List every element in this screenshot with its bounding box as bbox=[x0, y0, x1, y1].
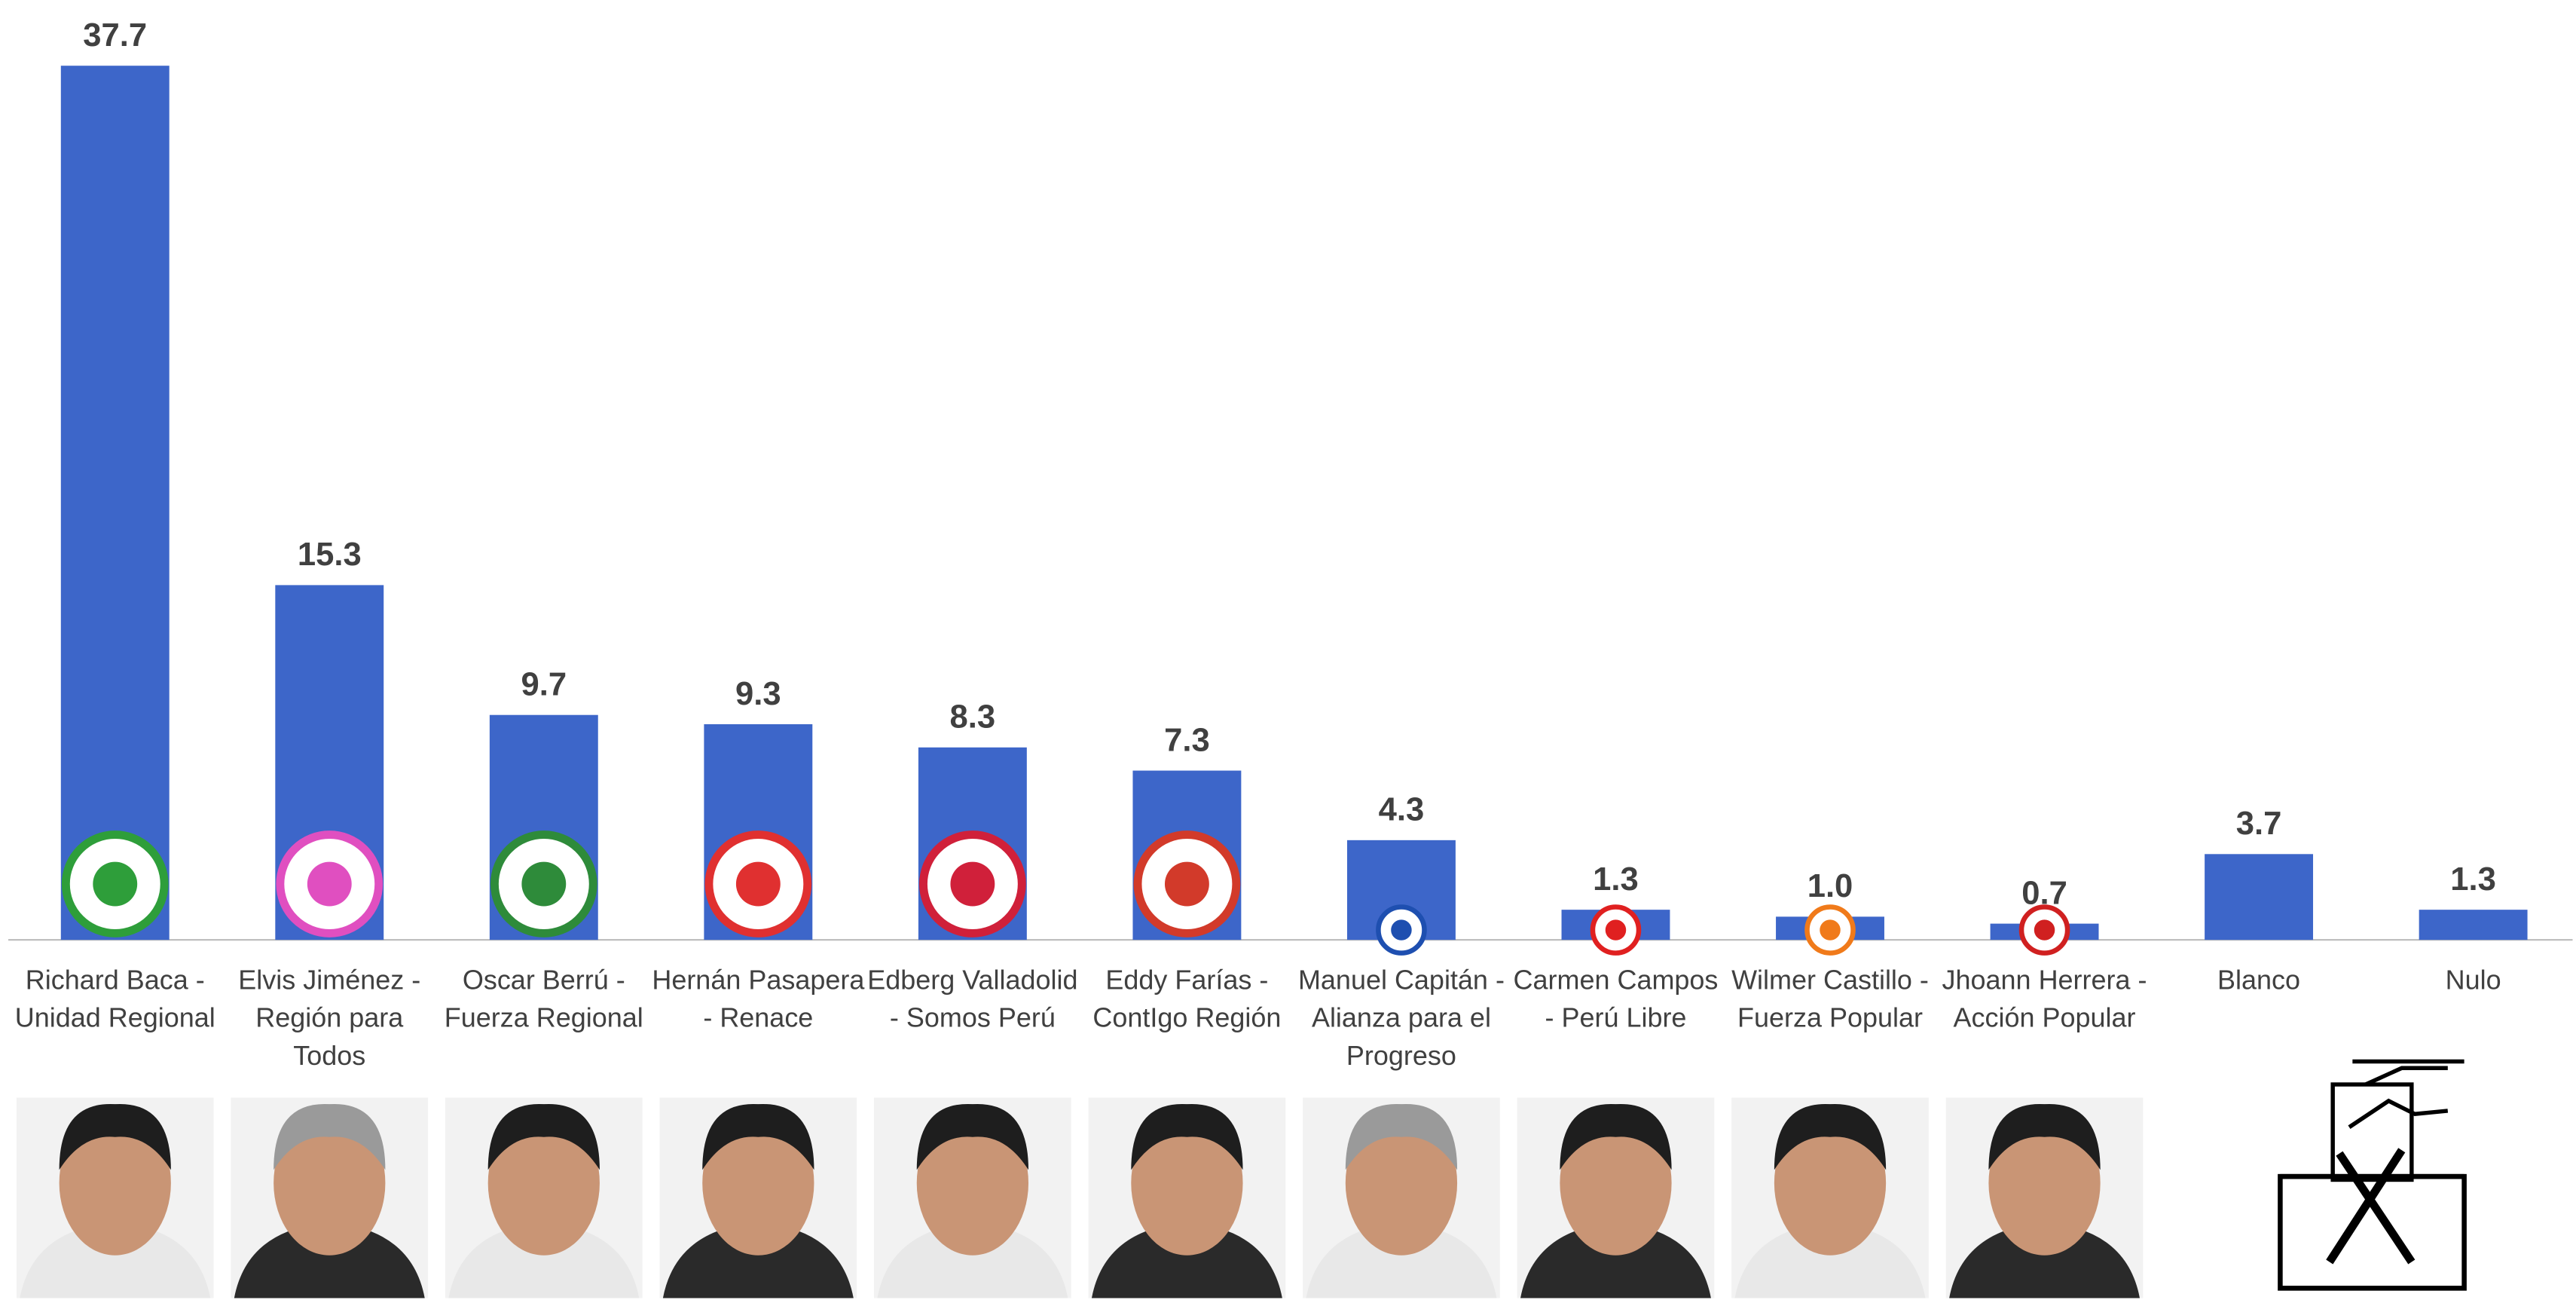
party-logo-mark bbox=[1164, 861, 1209, 907]
candidate-hair bbox=[487, 1103, 600, 1170]
candidate-shoulders bbox=[662, 1222, 854, 1298]
category-label: Eddy Farías - ContIgo Región bbox=[1092, 966, 1282, 1034]
category-label: Richard Baca - Unidad Regional bbox=[14, 966, 215, 1034]
category-label-box: Oscar Berrú - Fuerza Regional bbox=[444, 966, 643, 1034]
value-label: 7.3 bbox=[1164, 722, 1210, 758]
candidate-hair bbox=[59, 1103, 171, 1170]
category-label-box: Manuel Capitán - Alianza para el Progres… bbox=[1297, 966, 1505, 1072]
value-label: 37.7 bbox=[83, 17, 147, 54]
party-logo-mark bbox=[950, 861, 995, 907]
candidate-hair bbox=[1988, 1103, 2101, 1170]
value-label: 3.7 bbox=[2236, 806, 2282, 842]
category-label: Edberg Valladolid - Somos Perú bbox=[867, 966, 1078, 1034]
category-label-box: Jhoann Herrera - Acción Popular bbox=[1942, 966, 2147, 1034]
candidate-hair bbox=[1131, 1103, 1243, 1170]
candidate-hair bbox=[273, 1103, 386, 1170]
candidate-hair bbox=[1560, 1103, 1672, 1170]
party-logo-mark bbox=[1820, 919, 1841, 941]
category-label: Manuel Capitán - Alianza para el Progres… bbox=[1297, 966, 1505, 1072]
candidate-face bbox=[1560, 1110, 1672, 1256]
party-logo-mark bbox=[735, 861, 781, 907]
candidate-face bbox=[1988, 1110, 2101, 1256]
candidate-shoulders bbox=[1091, 1222, 1282, 1298]
value-label: 8.3 bbox=[950, 699, 996, 736]
value-label: 9.7 bbox=[521, 667, 567, 703]
category-label: Jhoann Herrera - Acción Popular bbox=[1942, 966, 2147, 1034]
candidate-shoulders bbox=[1520, 1222, 1711, 1298]
candidate-face bbox=[59, 1110, 171, 1256]
bar bbox=[60, 66, 170, 941]
candidate-shoulders bbox=[1306, 1222, 1497, 1298]
category-label: Nulo bbox=[2445, 966, 2501, 996]
candidate-hair bbox=[1345, 1103, 1458, 1170]
candidate-shoulders bbox=[448, 1222, 640, 1298]
candidate-hair bbox=[702, 1103, 814, 1170]
candidate-face bbox=[1345, 1110, 1458, 1256]
category-label: Carmen Campos - Perú Libre bbox=[1513, 966, 1719, 1034]
value-label: 1.0 bbox=[1807, 868, 1853, 904]
category-label: Blanco bbox=[2217, 966, 2301, 996]
photos bbox=[16, 1097, 2144, 1298]
value-label: 1.3 bbox=[2450, 861, 2496, 898]
category-label-box: Carmen Campos - Perú Libre bbox=[1513, 966, 1719, 1034]
category-label: Elvis Jiménez - Región para Todos bbox=[238, 966, 421, 1072]
category-label-box: Richard Baca - Unidad Regional bbox=[14, 966, 215, 1034]
category-label-box: Hernán Pasapera - Renace bbox=[652, 966, 865, 1034]
party-logo-mark bbox=[521, 861, 567, 907]
party-logo-mark bbox=[2034, 919, 2055, 941]
candidate-face bbox=[1131, 1110, 1243, 1256]
candidate-face bbox=[702, 1110, 814, 1256]
category-label-box: Eddy Farías - ContIgo Región bbox=[1092, 966, 1282, 1034]
ballot-icon bbox=[2278, 1059, 2467, 1291]
value-label: 1.3 bbox=[1593, 861, 1639, 898]
bar bbox=[2419, 910, 2528, 941]
party-logo-mark bbox=[307, 861, 352, 907]
category-label: Oscar Berrú - Fuerza Regional bbox=[444, 966, 643, 1034]
candidate-shoulders bbox=[1949, 1222, 2140, 1298]
category-label-box: Blanco bbox=[2217, 966, 2301, 996]
party-logo-mark bbox=[1605, 919, 1627, 941]
candidate-face bbox=[487, 1110, 600, 1256]
value-label: 15.3 bbox=[298, 537, 362, 573]
candidate-hair bbox=[1774, 1103, 1887, 1170]
value-label: 9.3 bbox=[735, 676, 781, 712]
party-logo-mark bbox=[93, 861, 138, 907]
value-label: 4.3 bbox=[1379, 792, 1425, 828]
category-label: Wilmer Castillo - Fuerza Popular bbox=[1731, 966, 1929, 1034]
category-label-box: Edberg Valladolid - Somos Perú bbox=[867, 966, 1078, 1034]
candidate-face bbox=[273, 1110, 386, 1256]
candidate-shoulders bbox=[1734, 1222, 1926, 1298]
candidate-hair bbox=[916, 1103, 1029, 1170]
candidate-face bbox=[916, 1110, 1029, 1256]
candidate-shoulders bbox=[234, 1222, 425, 1298]
category-label-box: Wilmer Castillo - Fuerza Popular bbox=[1731, 966, 1929, 1034]
candidate-shoulders bbox=[877, 1222, 1068, 1298]
candidate-shoulders bbox=[20, 1222, 211, 1298]
party-logo-mark bbox=[1391, 919, 1412, 941]
candidate-face bbox=[1774, 1110, 1887, 1256]
category-label: Hernán Pasapera - Renace bbox=[652, 966, 865, 1034]
bar bbox=[2205, 854, 2314, 941]
category-label-box: Nulo bbox=[2445, 966, 2501, 996]
category-label-box: Elvis Jiménez - Región para Todos bbox=[238, 966, 421, 1072]
